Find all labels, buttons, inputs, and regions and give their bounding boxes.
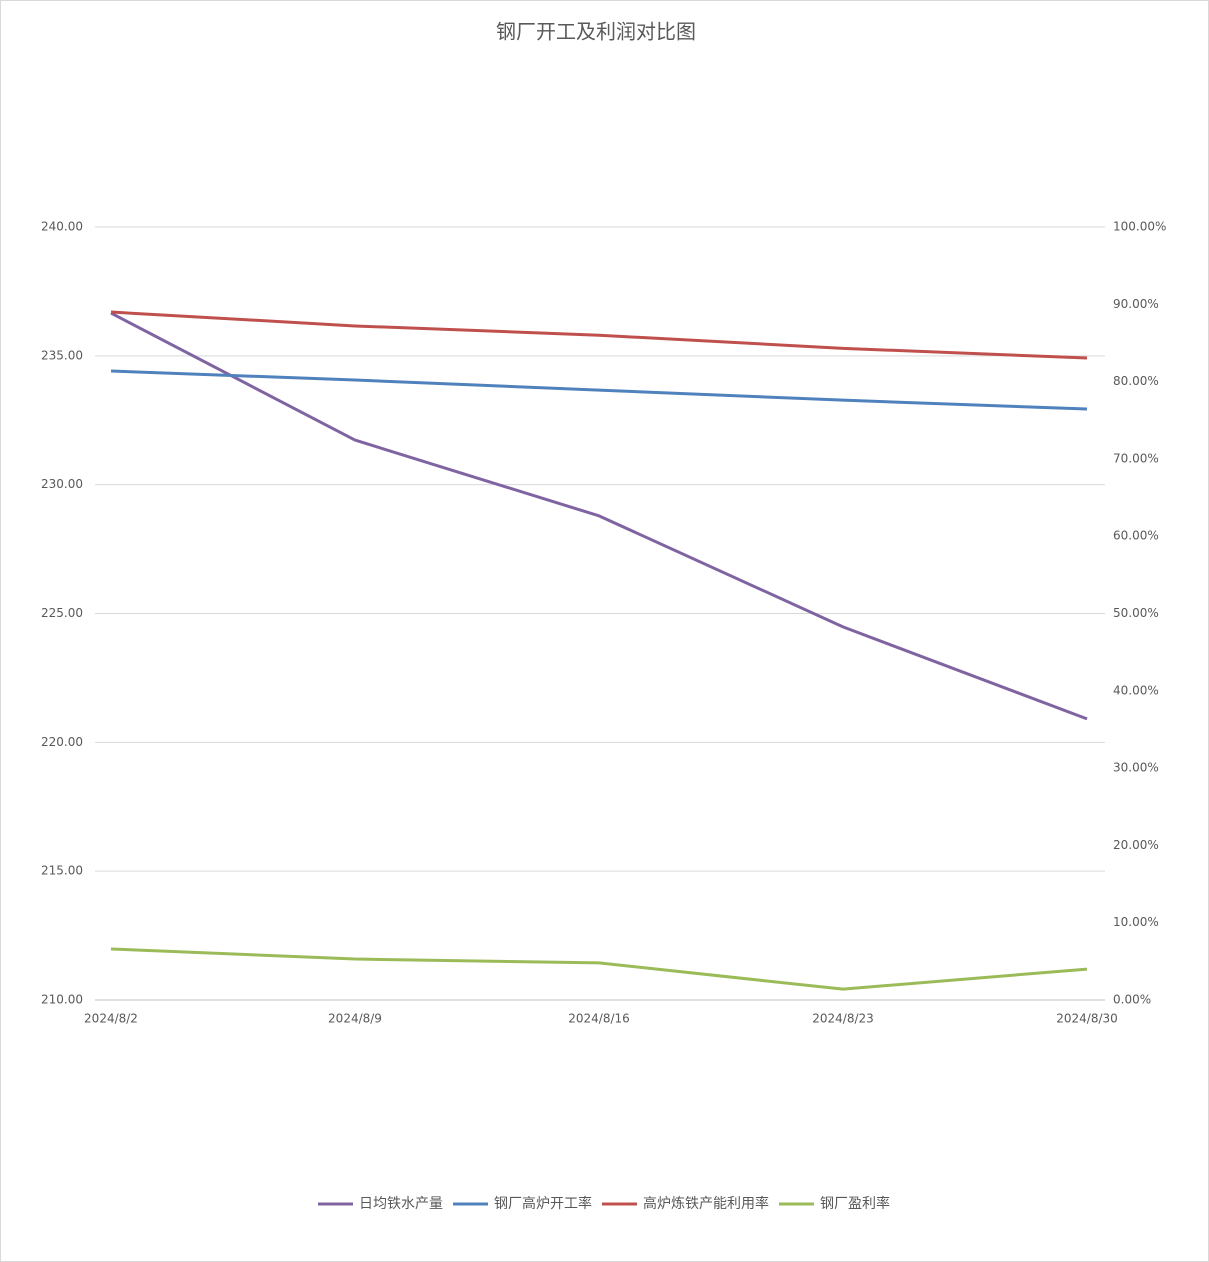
- y-tick-label: 210.00: [41, 993, 83, 1007]
- x-tick-label: 2024/8/30: [1056, 1012, 1118, 1026]
- y2-tick-label: 80.00%: [1113, 374, 1159, 388]
- x-tick-label: 2024/8/16: [568, 1012, 630, 1026]
- y2-tick-label: 30.00%: [1113, 761, 1159, 775]
- y2-tick-label: 100.00%: [1113, 220, 1166, 234]
- y-tick-label: 225.00: [41, 606, 83, 620]
- y2-tick-label: 0.00%: [1113, 993, 1151, 1007]
- y-tick-label: 235.00: [41, 348, 83, 362]
- series-line: [110, 310, 1088, 360]
- y-tick-label: 215.00: [41, 864, 83, 878]
- y2-tick-label: 50.00%: [1113, 606, 1159, 620]
- y2-tick-label: 70.00%: [1113, 451, 1159, 465]
- chart-title: 钢厂开工及利润对比图: [496, 20, 696, 44]
- y-tick-label: 240.00: [41, 220, 83, 234]
- y-tick-label: 230.00: [41, 477, 83, 491]
- y-tick-label: 220.00: [41, 735, 83, 749]
- series-line: [110, 947, 1088, 991]
- series-line: [110, 311, 1088, 721]
- y2-tick-label: 10.00%: [1113, 915, 1159, 929]
- x-tick-label: 2024/8/2: [84, 1012, 138, 1026]
- series-line: [110, 369, 1088, 411]
- y2-tick-label: 40.00%: [1113, 683, 1159, 697]
- legend-label: 高炉炼铁产能利用率: [643, 1195, 769, 1212]
- x-tick-label: 2024/8/9: [328, 1012, 382, 1026]
- x-tick-label: 2024/8/23: [812, 1012, 874, 1026]
- y2-tick-label: 90.00%: [1113, 297, 1159, 311]
- y2-tick-label: 60.00%: [1113, 529, 1159, 543]
- y2-tick-label: 20.00%: [1113, 838, 1159, 852]
- legend-label: 钢厂高炉开工率: [494, 1195, 592, 1212]
- legend-label: 日均铁水产量: [359, 1196, 443, 1212]
- legend-label: 钢厂盈利率: [820, 1195, 890, 1212]
